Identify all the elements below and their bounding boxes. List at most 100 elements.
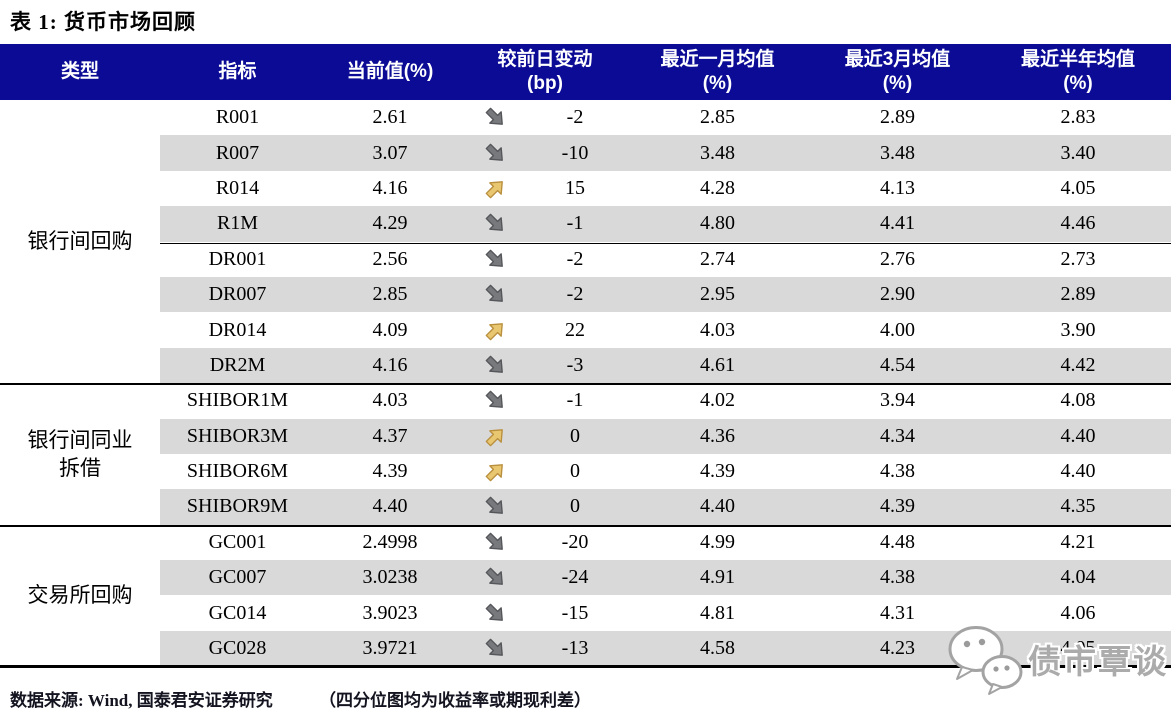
change-bp-cell: -1 [566, 212, 584, 235]
trend-down-icon [485, 249, 503, 267]
col-header-avg-3m: 最近3月均值 (%) [844, 49, 951, 94]
avg-3m-cell: 4.31 [880, 601, 915, 624]
table-row: R1M 4.29 -1 4.80 4.41 4.46 [0, 206, 1171, 242]
change-bp-cell: 0 [570, 495, 580, 518]
avg-6m-cell: 2.73 [1060, 247, 1096, 270]
table-row: DR2M 4.16 -3 4.61 4.54 4.42 [0, 347, 1171, 384]
table-title: 表 1: 货币市场回顾 [10, 10, 196, 34]
col-header-type: 类型 [60, 61, 99, 83]
change-bp-cell: -24 [561, 566, 589, 589]
change-bp-cell: -2 [566, 106, 584, 129]
table-row: DR001 2.56 -2 2.74 2.76 2.73 [0, 242, 1171, 277]
current-value-cell: 3.9023 [362, 601, 418, 624]
trend-arrow-cell [465, 631, 525, 666]
change-bp-cell: 15 [565, 176, 585, 199]
avg-3m-cell: 2.90 [880, 283, 915, 306]
trend-arrow-cell [465, 454, 525, 489]
trend-arrow-cell [465, 595, 525, 630]
avg-1m-cell: 2.85 [700, 106, 735, 129]
indicator-cell: R1M [216, 212, 259, 235]
avg-6m-cell: 4.05 [1060, 637, 1096, 660]
col-header-indicator: 指标 [218, 61, 257, 83]
avg-6m-cell: 4.05 [1060, 176, 1096, 199]
avg-1m-cell: 4.40 [700, 495, 735, 518]
table-header-row: 类型 指标 当前值(%) 较前日变动 (bp) 最近一月均值 (%) 最近3月均… [0, 44, 1171, 100]
avg-6m-cell: 4.40 [1060, 460, 1096, 483]
col-header-avg-6m: 最近半年均值 (%) [1020, 49, 1135, 94]
change-bp-cell: 0 [570, 424, 580, 447]
group-label-interbank-lending: 银行间同业 拆借 [27, 427, 133, 480]
table-row: DR014 4.09 22 4.03 4.00 3.90 [0, 312, 1171, 347]
avg-3m-cell: 4.41 [880, 212, 915, 235]
trend-up-icon [485, 181, 503, 199]
avg-1m-cell: 4.39 [700, 460, 735, 483]
indicator-cell: GC007 [208, 566, 267, 589]
footer: 数据来源: Wind, 国泰君安证券研究 （四分位图均为收益率或期现利差） [10, 686, 591, 711]
indicator-cell: DR007 [208, 283, 267, 306]
trend-up-icon [485, 322, 503, 340]
trend-up-icon [485, 464, 503, 482]
avg-1m-cell: 4.80 [700, 212, 735, 235]
trend-down-icon [485, 603, 503, 621]
avg-1m-cell: 4.03 [700, 318, 735, 341]
trend-arrow-cell [465, 489, 525, 524]
trend-down-icon [485, 143, 503, 161]
current-value-cell: 4.09 [372, 318, 408, 341]
current-value-cell: 2.85 [372, 283, 408, 306]
table-bottom-border [0, 665, 1171, 669]
change-bp-cell: -3 [566, 353, 584, 376]
avg-6m-cell: 4.42 [1060, 353, 1096, 376]
change-bp-cell: 0 [570, 460, 580, 483]
indicator-cell: GC014 [208, 601, 267, 624]
change-bp-cell: -2 [566, 283, 584, 306]
avg-3m-cell: 3.94 [880, 389, 915, 412]
trend-arrow-cell [465, 560, 525, 595]
current-value-cell: 2.56 [372, 247, 408, 270]
trend-down-icon [485, 567, 503, 586]
table-row: SHIBOR6M 4.39 0 4.39 4.38 4.40 [0, 454, 1171, 489]
trend-arrow-cell [465, 242, 525, 277]
table-row: DR007 2.85 -2 2.95 2.90 2.89 [0, 276, 1171, 313]
trend-arrow-cell [465, 525, 525, 560]
avg-3m-cell: 4.23 [880, 637, 915, 660]
avg-1m-cell: 2.74 [700, 247, 735, 270]
trend-down-icon [485, 284, 503, 303]
table-row: SHIBOR3M 4.37 0 4.36 4.34 4.40 [0, 418, 1171, 454]
divider-group1-group2 [0, 383, 1171, 386]
avg-6m-cell: 2.89 [1060, 283, 1096, 306]
trend-arrow-cell [465, 312, 525, 347]
table-body: R001 2.61 -2 2.85 2.89 2.83 R007 3.07 -10 3.48 3.4… [0, 100, 1171, 667]
avg-3m-cell: 2.76 [880, 247, 915, 270]
group-label-interbank-repo: 银行间回购 [27, 229, 133, 254]
table-row: SHIBOR9M 4.40 0 4.40 4.39 4.35 [0, 489, 1171, 525]
indicator-cell: R007 [215, 141, 260, 164]
indicator-cell: SHIBOR9M [186, 495, 289, 518]
col-header-current: 当前值(%) [346, 61, 434, 83]
avg-1m-cell: 4.81 [700, 601, 735, 624]
table-row: GC028 3.9721 -13 4.58 4.23 4.05 [0, 630, 1171, 667]
indicator-cell: GC001 [208, 530, 267, 553]
avg-6m-cell: 4.46 [1060, 212, 1096, 235]
current-value-cell: 3.9721 [362, 637, 418, 660]
avg-3m-cell: 4.13 [880, 176, 915, 199]
trend-down-icon [485, 213, 503, 232]
indicator-cell: SHIBOR3M [186, 424, 289, 447]
avg-1m-cell: 4.61 [700, 353, 735, 376]
divider-group2-group3 [0, 524, 1171, 527]
indicator-cell: GC028 [208, 637, 267, 660]
current-value-cell: 4.37 [372, 424, 408, 447]
current-value-cell: 3.07 [372, 141, 408, 164]
change-bp-cell: 22 [565, 318, 585, 341]
avg-6m-cell: 4.21 [1060, 530, 1096, 553]
avg-1m-cell: 4.36 [700, 424, 735, 447]
trend-down-icon [485, 532, 503, 550]
trend-arrow-cell [465, 206, 525, 241]
avg-6m-cell: 2.83 [1060, 106, 1096, 129]
avg-1m-cell: 2.95 [700, 283, 735, 306]
trend-up-icon [485, 428, 503, 447]
indicator-cell: DR014 [208, 318, 267, 341]
footnote-text: （四分位图均为收益率或期现利差） [319, 691, 591, 710]
group-label-exchange-repo: 交易所回购 [27, 583, 133, 608]
table-row: GC001 2.4998 -20 4.99 4.48 4.21 [0, 525, 1171, 560]
